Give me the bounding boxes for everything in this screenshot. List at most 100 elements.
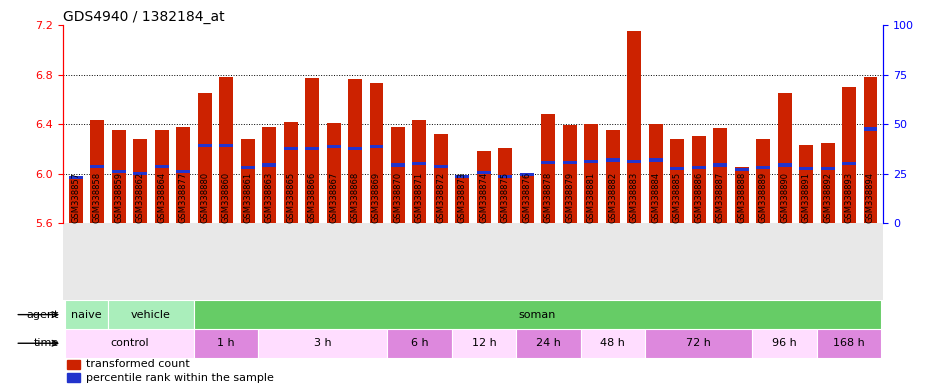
Bar bbox=[198, 93, 212, 223]
Bar bbox=[305, 147, 319, 151]
Bar bbox=[133, 139, 147, 223]
Bar bbox=[112, 130, 126, 223]
Bar bbox=[219, 77, 233, 223]
Bar bbox=[65, 329, 194, 358]
Text: 168 h: 168 h bbox=[833, 338, 865, 348]
Bar bbox=[391, 164, 405, 167]
Bar bbox=[778, 164, 792, 167]
Bar bbox=[562, 125, 577, 223]
Text: control: control bbox=[110, 338, 149, 348]
Bar bbox=[240, 139, 254, 223]
Text: naive: naive bbox=[71, 310, 102, 319]
Bar bbox=[434, 134, 448, 223]
Bar bbox=[284, 147, 298, 151]
Bar bbox=[541, 114, 555, 223]
Bar bbox=[799, 145, 813, 223]
Bar bbox=[348, 79, 362, 223]
Bar bbox=[434, 165, 448, 168]
Bar bbox=[176, 170, 191, 173]
Bar bbox=[108, 300, 194, 329]
Bar bbox=[413, 162, 426, 165]
Bar bbox=[348, 147, 362, 151]
Bar bbox=[648, 159, 662, 162]
Bar bbox=[68, 176, 82, 179]
Bar bbox=[520, 174, 534, 223]
Bar bbox=[756, 139, 771, 223]
Bar bbox=[606, 159, 620, 162]
Bar bbox=[91, 165, 105, 168]
Bar bbox=[455, 175, 469, 223]
Text: 1 h: 1 h bbox=[217, 338, 235, 348]
Bar bbox=[799, 167, 813, 170]
Bar bbox=[455, 175, 469, 178]
Bar bbox=[176, 127, 191, 223]
Bar bbox=[692, 166, 706, 169]
Bar bbox=[154, 165, 168, 168]
Text: 72 h: 72 h bbox=[686, 338, 711, 348]
Bar bbox=[112, 170, 126, 173]
Bar bbox=[451, 329, 516, 358]
Bar bbox=[864, 77, 878, 223]
Bar bbox=[585, 124, 598, 223]
Text: 6 h: 6 h bbox=[411, 338, 428, 348]
Bar bbox=[734, 167, 748, 223]
Bar bbox=[388, 329, 451, 358]
Bar bbox=[391, 127, 405, 223]
Bar bbox=[581, 329, 645, 358]
Bar bbox=[198, 144, 212, 147]
Bar bbox=[671, 167, 684, 170]
Bar bbox=[562, 161, 577, 164]
Bar bbox=[713, 164, 727, 167]
Bar bbox=[520, 173, 534, 176]
Text: GDS4940 / 1382184_at: GDS4940 / 1382184_at bbox=[63, 10, 225, 24]
Text: 24 h: 24 h bbox=[536, 338, 561, 348]
Bar bbox=[305, 78, 319, 223]
Bar bbox=[541, 161, 555, 164]
Bar bbox=[756, 166, 771, 169]
Bar bbox=[692, 136, 706, 223]
Bar bbox=[477, 171, 491, 174]
Bar bbox=[645, 329, 752, 358]
Bar bbox=[258, 329, 388, 358]
Bar bbox=[820, 167, 834, 170]
Text: 96 h: 96 h bbox=[772, 338, 797, 348]
Bar bbox=[67, 360, 80, 369]
Bar bbox=[194, 329, 258, 358]
Bar bbox=[627, 160, 641, 163]
Bar bbox=[648, 124, 662, 223]
Text: agent: agent bbox=[27, 310, 59, 319]
Bar bbox=[516, 329, 581, 358]
Bar bbox=[154, 130, 168, 223]
Bar bbox=[240, 166, 254, 169]
Text: transformed count: transformed count bbox=[86, 359, 190, 369]
Bar bbox=[67, 373, 80, 382]
Text: 12 h: 12 h bbox=[472, 338, 496, 348]
Bar bbox=[817, 329, 882, 358]
Bar bbox=[713, 128, 727, 223]
Bar bbox=[413, 120, 426, 223]
Bar bbox=[327, 123, 340, 223]
Text: time: time bbox=[33, 338, 59, 348]
Text: percentile rank within the sample: percentile rank within the sample bbox=[86, 372, 274, 383]
Bar bbox=[499, 147, 512, 223]
Bar bbox=[820, 143, 834, 223]
Bar bbox=[477, 151, 491, 223]
Bar bbox=[262, 164, 276, 167]
Bar bbox=[734, 168, 748, 172]
Bar bbox=[842, 87, 856, 223]
Bar bbox=[499, 175, 512, 178]
Bar bbox=[262, 127, 276, 223]
Bar bbox=[606, 130, 620, 223]
Bar bbox=[369, 145, 384, 148]
Text: vehicle: vehicle bbox=[131, 310, 171, 319]
Text: 48 h: 48 h bbox=[600, 338, 625, 348]
Bar bbox=[752, 329, 817, 358]
Bar bbox=[585, 160, 598, 163]
Bar bbox=[91, 120, 105, 223]
Bar bbox=[369, 83, 384, 223]
Text: 3 h: 3 h bbox=[314, 338, 331, 348]
Bar bbox=[133, 172, 147, 175]
Bar bbox=[219, 144, 233, 147]
Bar bbox=[671, 139, 684, 223]
Text: soman: soman bbox=[519, 310, 556, 319]
